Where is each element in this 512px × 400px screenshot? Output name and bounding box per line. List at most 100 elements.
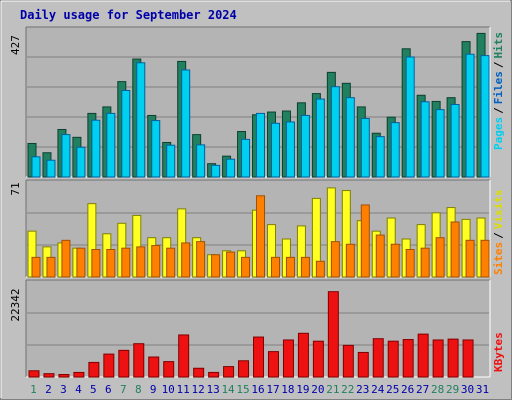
x-tick-label-4: 4 [75,383,82,396]
legend-mid: Sites / Visits [492,190,505,276]
x-tick-label-12: 12 [192,383,205,396]
x-tick-label-20: 20 [311,383,324,396]
bot-bar-kbytes-day-14 [223,366,235,378]
x-tick-label-2: 2 [45,383,52,396]
legend-sep-1: / [492,107,505,114]
x-tick-label-10: 10 [162,383,175,396]
x-tick-label-16: 16 [251,383,264,396]
mid-bar-sites-day-2 [46,256,56,278]
x-tick-label-6: 6 [105,383,112,396]
top-bar-files-day-14 [226,158,236,178]
bot-bar-kbytes-day-13 [208,371,220,378]
mid-bar-sites-day-30 [465,239,475,278]
mid-bar-sites-day-25 [390,243,400,278]
x-tick-label-22: 22 [341,383,354,396]
mid-bar-sites-day-22 [345,243,355,278]
top-bar-files-day-4 [76,146,86,178]
x-tick-label-13: 13 [206,383,219,396]
legend-pages: Pages [492,117,505,150]
bot-bar-kbytes-day-16 [253,336,265,378]
bot-bar-kbytes-day-21 [327,291,339,378]
bot-bar-kbytes-day-2 [43,373,55,378]
mid-bar-sites-day-26 [405,248,415,278]
x-tick-label-28: 28 [431,383,444,396]
top-bar-files-day-30 [465,53,475,178]
x-tick-label-1: 1 [30,383,37,396]
mid-bar-sites-day-3 [61,239,71,278]
y-max-label-top: 427 [9,35,22,55]
x-tick-label-26: 26 [401,383,414,396]
bot-bar-kbytes-day-28 [432,339,444,378]
legend-top: Pages / Files / Hits [492,32,505,150]
x-tick-label-29: 29 [446,383,459,396]
x-tick-label-11: 11 [177,383,190,396]
bot-bar-kbytes-day-7 [118,349,130,378]
panel-hits-files [25,26,491,178]
bot-bar-kbytes-day-3 [58,374,70,378]
mid-bar-sites-day-5 [91,248,101,278]
panel-visits-sites [25,179,491,278]
top-bar-files-day-24 [375,136,385,178]
top-bar-files-day-19 [300,114,310,178]
mid-bar-sites-day-10 [166,247,176,278]
x-tick-label-17: 17 [266,383,279,396]
x-tick-label-23: 23 [356,383,369,396]
bot-bar-kbytes-day-9 [148,356,160,378]
x-tick-label-24: 24 [371,383,385,396]
bot-bar-kbytes-day-10 [163,361,175,378]
top-bar-files-day-1 [31,156,41,178]
top-bar-files-day-27 [420,101,430,178]
x-tick-label-18: 18 [281,383,294,396]
top-bar-files-day-8 [136,62,146,178]
bot-bar-kbytes-day-17 [267,351,279,378]
x-tick-label-31: 31 [476,383,489,396]
top-bar-files-day-9 [151,120,161,178]
bot-bar-kbytes-day-22 [342,344,354,378]
bot-bar-kbytes-day-5 [88,361,100,378]
mid-bar-sites-day-29 [450,221,460,278]
mid-bar-sites-day-31 [480,239,490,278]
bot-bar-kbytes-day-12 [193,367,205,378]
chart-title: Daily usage for September 2024 [20,8,237,22]
top-bar-files-day-15 [241,138,251,178]
mid-bar-sites-day-12 [196,241,206,278]
bot-bar-kbytes-day-8 [133,343,145,378]
y-max-label-mid: 71 [9,182,22,195]
bot-bar-kbytes-day-1 [28,370,40,378]
bot-bar-kbytes-day-30 [462,339,474,378]
bot-bar-kbytes-day-6 [103,353,115,378]
mid-bar-sites-day-4 [76,247,86,278]
x-tick-label-5: 5 [90,383,97,396]
mid-bar-sites-day-27 [420,247,430,278]
mid-bar-sites-day-15 [241,256,251,278]
top-bar-files-day-28 [435,109,445,178]
bot-bar-kbytes-day-24 [372,338,384,378]
top-bar-files-day-23 [360,118,370,178]
top-bar-files-day-5 [91,119,101,178]
mid-bar-sites-day-24 [375,234,385,278]
mid-bar-sites-day-20 [315,260,325,278]
bot-bar-kbytes-day-27 [417,333,429,378]
mid-bar-sites-day-19 [300,256,310,278]
bot-bar-kbytes-day-20 [312,340,324,378]
x-tick-label-21: 21 [326,383,339,396]
top-bar-files-day-10 [166,144,176,178]
bot-bar-kbytes-day-11 [178,334,190,378]
bot-bar-kbytes-day-4 [73,371,85,378]
mid-bar-sites-day-21 [330,241,340,278]
legend-visits: Visits [492,190,505,230]
top-bar-files-day-3 [61,134,71,178]
top-bar-files-day-25 [390,122,400,178]
mid-bar-sites-day-7 [121,247,131,278]
mid-bar-sites-day-16 [256,195,266,278]
mid-bar-sites-day-9 [151,245,161,278]
legend-sites: Sites [492,242,505,275]
mid-bar-sites-day-8 [136,246,146,278]
mid-bar-sites-day-1 [31,256,41,278]
top-bar-files-day-22 [345,97,355,178]
bot-bar-kbytes-day-25 [387,340,399,378]
top-bar-files-day-31 [480,55,490,178]
top-bar-files-day-29 [450,104,460,178]
x-tick-label-3: 3 [60,383,67,396]
